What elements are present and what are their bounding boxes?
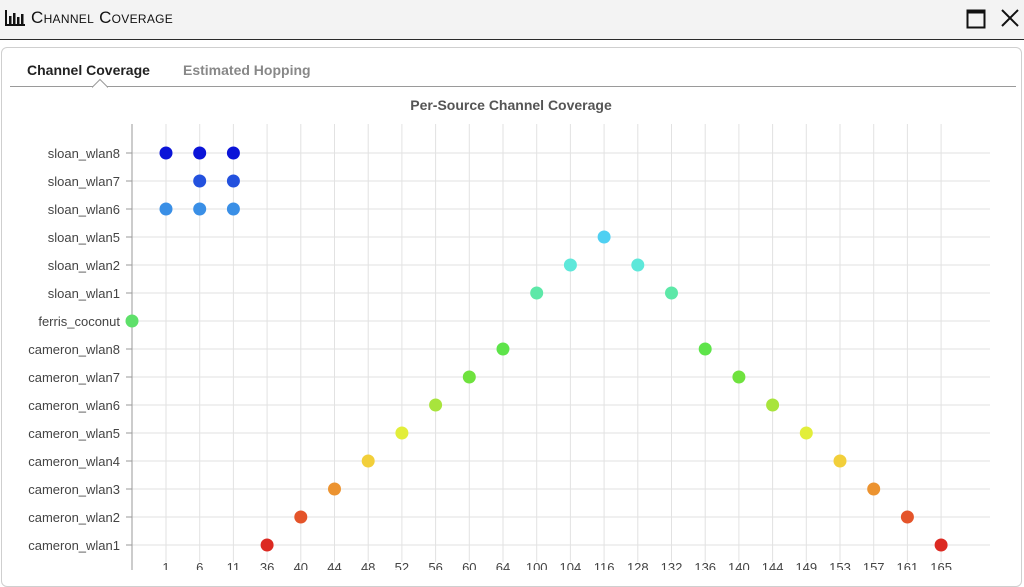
y-tick-label: sloan_wlan1 <box>48 286 120 301</box>
data-point[interactable] <box>698 342 712 356</box>
y-tick-label: ferris_coconut <box>38 314 120 329</box>
bar-chart-icon <box>5 10 25 26</box>
y-tick-label: sloan_wlan5 <box>48 230 120 245</box>
x-tick-label: 157 <box>863 560 885 570</box>
x-tick-label: 1 <box>162 560 169 570</box>
y-tick-label: cameron_wlan6 <box>28 398 120 413</box>
x-tick-label: 149 <box>795 560 817 570</box>
y-tick-label: sloan_wlan7 <box>48 174 120 189</box>
chart-grid <box>132 124 990 562</box>
chart-axes: sloan_wlan8 sloan_wlan7 sloan_wlan6 sloan_w… <box>28 124 952 570</box>
window-title: Channel Coverage <box>31 8 174 27</box>
x-tick-label: 136 <box>694 560 716 570</box>
x-tick-label: 11 <box>227 560 241 570</box>
y-tick-label: sloan_wlan6 <box>48 202 120 217</box>
x-tick-label: 44 <box>327 560 341 570</box>
y-tick-label: cameron_wlan5 <box>28 426 120 441</box>
data-point[interactable] <box>867 482 881 496</box>
y-tick-label: cameron_wlan3 <box>28 482 120 497</box>
y-tick-label: cameron_wlan1 <box>28 538 120 553</box>
data-point[interactable] <box>597 230 611 244</box>
data-point[interactable] <box>429 398 443 412</box>
x-tick-label: 128 <box>627 560 649 570</box>
data-point[interactable] <box>563 258 577 272</box>
x-tick-label: 161 <box>897 560 919 570</box>
data-point[interactable] <box>125 314 139 328</box>
data-point[interactable] <box>159 146 173 160</box>
data-point[interactable] <box>766 398 780 412</box>
y-tick-label: cameron_wlan2 <box>28 510 120 525</box>
active-tab-caret <box>92 78 108 88</box>
data-point[interactable] <box>159 202 173 216</box>
data-point[interactable] <box>395 426 409 440</box>
x-tick-label: 64 <box>496 560 510 570</box>
x-tick-label: 116 <box>594 560 615 570</box>
chart-points <box>125 146 948 552</box>
data-point[interactable] <box>496 342 510 356</box>
data-point[interactable] <box>193 174 207 188</box>
data-point[interactable] <box>361 454 375 468</box>
x-tick-label: 153 <box>829 560 851 570</box>
chart-title: Per-Source Channel Coverage <box>410 97 612 113</box>
data-point[interactable] <box>260 538 274 552</box>
coverage-panel: Channel Coverage Estimated Hopping <box>1 47 1022 587</box>
data-point[interactable] <box>833 454 847 468</box>
tab-bar: Channel Coverage Estimated Hopping <box>10 48 1016 88</box>
y-tick-label: sloan_wlan2 <box>48 258 120 273</box>
data-point[interactable] <box>294 510 308 524</box>
window-titlebar: Channel Coverage <box>0 0 1024 40</box>
x-tick-label: 6 <box>196 560 203 570</box>
channel-coverage-chart: Per-Source Channel Coverage sloan_wlan8s… <box>28 97 990 570</box>
x-tick-label: 48 <box>361 560 375 570</box>
data-point[interactable] <box>530 286 544 300</box>
data-point[interactable] <box>631 258 645 272</box>
x-tick-label: 52 <box>395 560 409 570</box>
x-tick-label: 132 <box>661 560 683 570</box>
data-point[interactable] <box>226 174 240 188</box>
x-tick-label: 100 <box>526 560 548 570</box>
y-tick-label: sloan_wlan8 <box>48 146 120 161</box>
data-point[interactable] <box>934 538 948 552</box>
close-icon[interactable] <box>1000 8 1020 28</box>
data-point[interactable] <box>193 202 207 216</box>
data-point[interactable] <box>226 202 240 216</box>
tab-estimated-hopping[interactable]: Estimated Hopping <box>183 62 311 78</box>
x-tick-label: 36 <box>260 560 274 570</box>
y-tick-label: cameron_wlan4 <box>28 454 120 469</box>
data-point[interactable] <box>328 482 341 496</box>
x-tick-label: 165 <box>930 560 952 570</box>
data-point[interactable] <box>665 286 678 300</box>
x-tick-label: 104 <box>560 560 582 570</box>
data-point[interactable] <box>462 370 476 384</box>
data-point[interactable] <box>900 510 914 524</box>
tab-channel-coverage[interactable]: Channel Coverage <box>27 62 150 78</box>
data-point[interactable] <box>732 370 746 384</box>
x-tick-label: 40 <box>294 560 308 570</box>
y-tick-label: cameron_wlan7 <box>28 370 120 385</box>
data-point[interactable] <box>193 146 207 160</box>
x-tick-label: 144 <box>762 560 784 570</box>
x-tick-label: 140 <box>728 560 750 570</box>
maximize-icon[interactable] <box>966 9 986 29</box>
data-point[interactable] <box>226 146 240 160</box>
x-tick-label: 60 <box>462 560 476 570</box>
data-point[interactable] <box>799 426 813 440</box>
x-tick-label: 56 <box>428 560 442 570</box>
y-tick-label: cameron_wlan8 <box>28 342 120 357</box>
